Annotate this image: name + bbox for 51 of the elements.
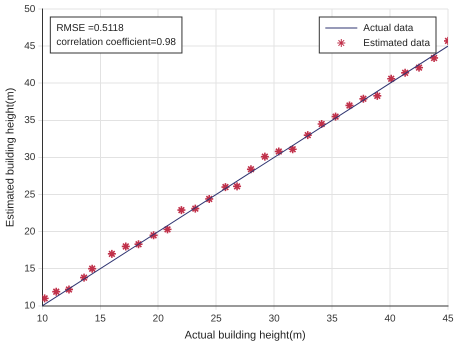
annotation: RMSE =0.5118 [56, 22, 124, 34]
point [220, 182, 230, 192]
x-tick-label: 20 [152, 314, 164, 325]
point [176, 205, 186, 215]
point [107, 249, 117, 259]
point [190, 204, 200, 214]
point [148, 230, 158, 240]
point [414, 62, 424, 72]
point [274, 146, 284, 156]
point [246, 164, 256, 174]
point [64, 284, 74, 294]
point [162, 224, 172, 234]
point [232, 182, 242, 192]
x-tick-label: 25 [210, 314, 222, 325]
point [260, 152, 270, 162]
point [344, 100, 354, 110]
x-tick-label: 10 [36, 314, 48, 325]
point [79, 272, 89, 282]
x-tick-label: 15 [94, 314, 106, 325]
legend-label: Actual data [363, 22, 414, 34]
point [358, 94, 368, 104]
point [429, 53, 439, 63]
point [51, 286, 62, 296]
point [204, 194, 214, 204]
x-tick-label: 35 [326, 314, 338, 325]
y-tick-label: 15 [24, 263, 36, 274]
x-tick-label: 45 [442, 314, 454, 325]
point [316, 119, 326, 129]
y-tick-label: 45 [24, 40, 36, 52]
y-tick-label: 30 [24, 152, 36, 164]
x-tick-label: 30 [268, 314, 280, 325]
y-tick-label: 10 [24, 300, 36, 312]
point [302, 130, 313, 140]
y-tick-label: 20 [24, 226, 36, 238]
point [120, 242, 131, 252]
annotation: correlation coefficient=0.98 [56, 36, 176, 48]
point [134, 239, 144, 250]
legend-label: Estimated data [363, 38, 430, 49]
y-tick-label: 35 [24, 115, 36, 126]
y-tick-label: 50 [24, 4, 36, 15]
y-axis-title: Estimated building height(m) [4, 88, 17, 228]
point [400, 68, 410, 78]
x-axis-title: Actual building height(m) [184, 329, 306, 342]
y-tick-label: 25 [24, 189, 36, 200]
point [386, 74, 396, 84]
point [288, 144, 298, 154]
point [330, 112, 340, 122]
point [87, 264, 97, 274]
y-tick-label: 40 [24, 78, 36, 89]
x-tick-label: 40 [384, 314, 396, 325]
point [372, 91, 382, 101]
